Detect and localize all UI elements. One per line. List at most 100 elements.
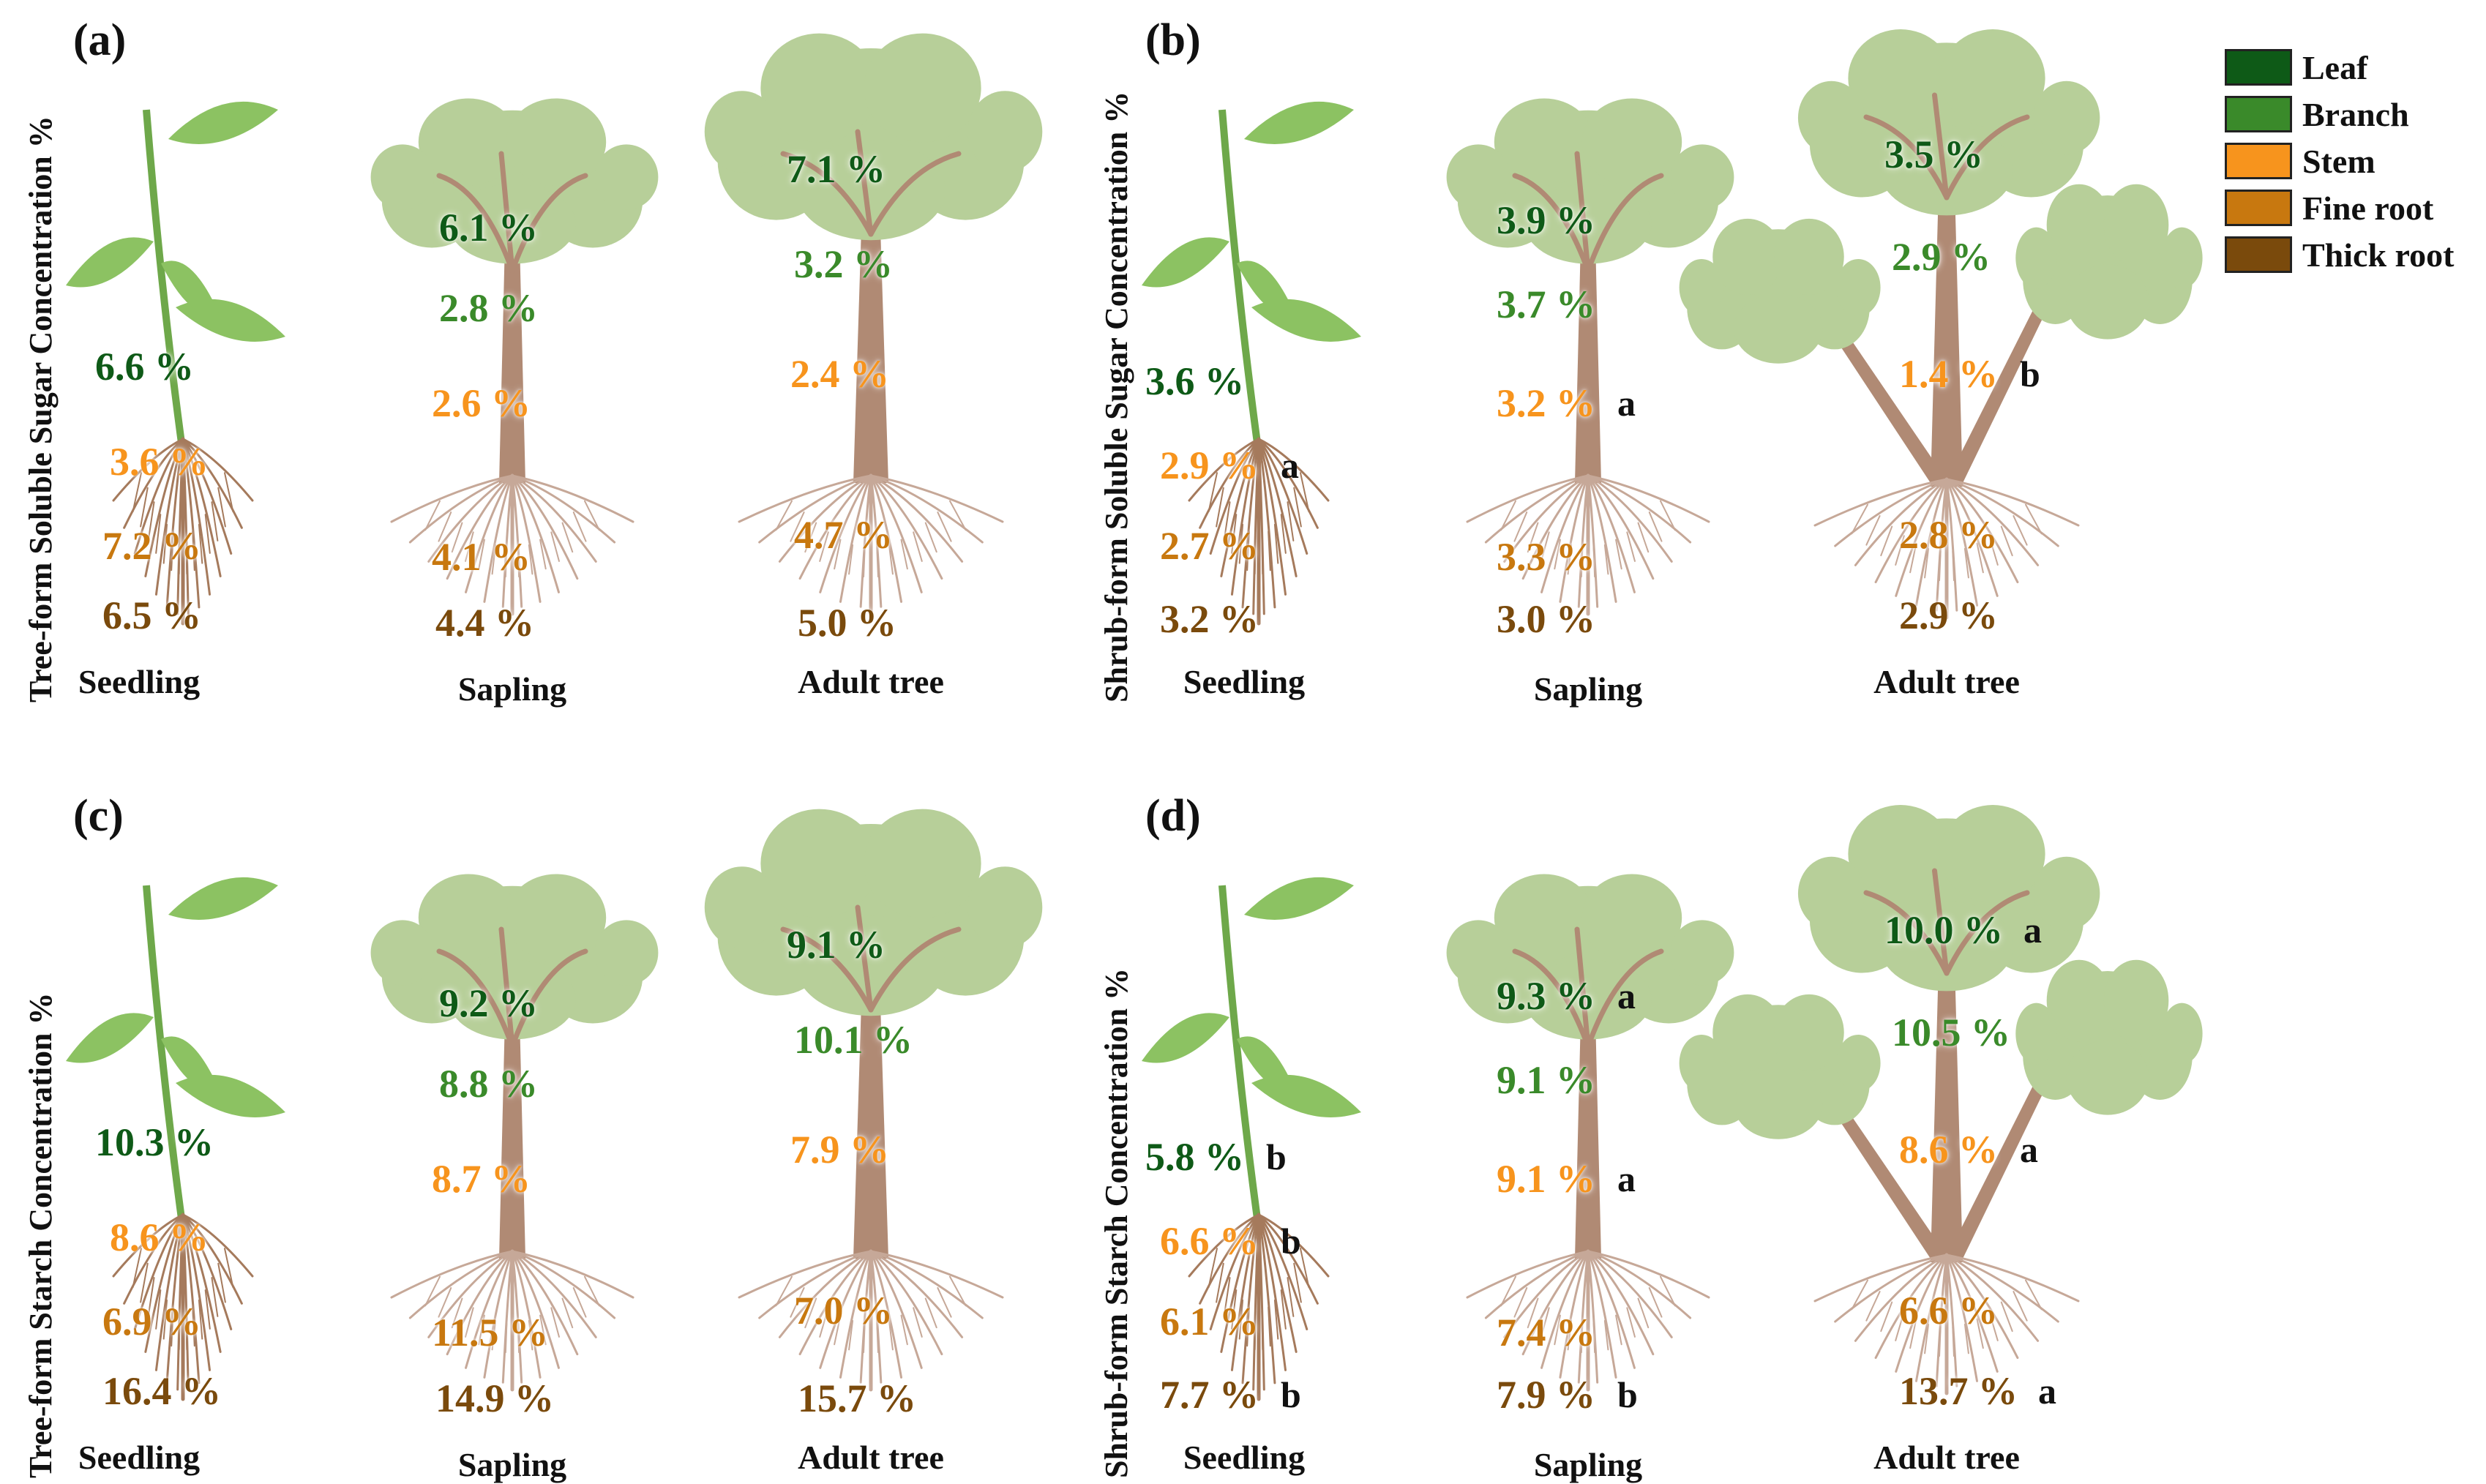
branch-lines: [1863, 868, 2030, 976]
seedling-leaf: [66, 237, 154, 288]
panel-label: (c): [73, 791, 124, 841]
side-canopy-left: [1679, 218, 1881, 364]
stage-label: Seedling: [78, 663, 201, 700]
stage-label: Seedling: [1183, 1439, 1306, 1476]
value-branch: 9.1 %: [1497, 1058, 1595, 1102]
value-thick-root: 2.9 %: [1899, 593, 1998, 637]
value-leaf: 9.3 %: [1497, 974, 1595, 1018]
seedling-leaf: [161, 1036, 220, 1092]
sapling-canopy: [370, 874, 659, 1040]
seedling-stem: [143, 109, 187, 454]
stage-label: Sapling: [1533, 670, 1643, 708]
value-stem: 1.4 %: [1899, 352, 1998, 396]
legend: Leaf Branch Stem Fine root Thick root: [2225, 44, 2454, 278]
value-leaf: 6.1 %: [439, 206, 538, 250]
branch-lines: [780, 904, 962, 1013]
significance-letter: b: [1617, 1374, 1638, 1415]
y-axis-label: Tree-form Starch Concentration %: [23, 992, 59, 1478]
legend-item: Thick root: [2225, 231, 2454, 278]
value-thick-root: 3.0 %: [1497, 597, 1595, 641]
value-stem: 8.6 %: [1899, 1128, 1998, 1172]
branch-lines: [1512, 151, 1664, 274]
significance-letter: b: [1281, 1221, 1301, 1262]
trunk: [1575, 1017, 1601, 1259]
significance-letter: a: [1617, 383, 1636, 424]
value-branch: 3.7 %: [1497, 282, 1595, 326]
root-system: [1813, 1253, 2080, 1395]
trunk: [499, 241, 525, 483]
significance-letter: b: [2020, 353, 2040, 394]
value-fine-root: 2.7 %: [1160, 524, 1259, 568]
value-branch: 8.8 %: [439, 1062, 538, 1106]
adult-canopy: [1797, 29, 2100, 216]
panel-label: (b): [1145, 15, 1201, 65]
root-system: [1188, 1213, 1330, 1401]
value-fine-root: 4.1 %: [432, 535, 531, 579]
y-axis-label: Shrub-form Soluble Sugar Concentration %: [1098, 91, 1134, 702]
seedling-leaf: [1244, 877, 1354, 920]
panel-label: (a): [73, 15, 127, 65]
legend-item: Leaf: [2225, 44, 2454, 91]
root-system: [112, 1213, 254, 1401]
legend-label: Fine root: [2302, 189, 2434, 227]
trunk: [499, 1017, 525, 1259]
legend-swatch: [2225, 236, 2292, 273]
legend-item: Stem: [2225, 138, 2454, 184]
root-system: [390, 1249, 634, 1392]
value-stem: 3.2 %: [1497, 381, 1595, 425]
value-branch: 3.2 %: [794, 242, 893, 286]
panel-label: (d): [1145, 791, 1201, 841]
sapling-canopy: [1446, 98, 1734, 264]
significance-letter: a: [2023, 910, 2042, 951]
root-system: [738, 473, 1004, 616]
stage-label: Adult tree: [798, 663, 944, 700]
value-leaf: 3.6 %: [1145, 359, 1244, 403]
significance-letter: a: [2038, 1371, 2056, 1412]
significance-letter: b: [1281, 1374, 1301, 1415]
value-stem: 8.7 %: [432, 1157, 531, 1201]
value-leaf: 9.2 %: [439, 981, 538, 1025]
value-leaf: 7.1 %: [787, 147, 886, 191]
seedling-leaf: [1237, 261, 1295, 316]
value-thick-root: 5.0 %: [798, 601, 896, 645]
value-stem: 2.6 %: [432, 381, 531, 425]
stage-label: Adult tree: [798, 1439, 944, 1476]
value-thick-root: 14.9 %: [435, 1376, 554, 1420]
trunk: [853, 981, 888, 1259]
value-thick-root: 3.2 %: [1160, 597, 1259, 641]
value-stem: 7.9 %: [790, 1128, 889, 1172]
legend-swatch: [2225, 190, 2292, 226]
stage-label: Sapling: [1533, 1446, 1643, 1483]
adult-canopy: [704, 33, 1043, 241]
value-fine-root: 7.0 %: [794, 1289, 893, 1333]
value-thick-root: 13.7 %: [1899, 1369, 2018, 1413]
significance-letter: a: [1617, 1158, 1636, 1199]
value-leaf: 3.9 %: [1497, 198, 1595, 242]
legend-label: Thick root: [2302, 236, 2455, 274]
panel-a: (a) Tree-form Soluble Sugar Concentration…: [0, 0, 1083, 708]
value-fine-root: 6.1 %: [1160, 1300, 1259, 1344]
significance-letter: a: [1617, 975, 1636, 1016]
significance-letter: b: [1266, 1136, 1287, 1177]
branch-lines: [780, 129, 962, 237]
y-axis-label: Tree-form Soluble Sugar Concentration %: [23, 116, 59, 702]
legend-item: Fine root: [2225, 184, 2454, 231]
value-thick-root: 7.9 %: [1497, 1373, 1595, 1417]
value-fine-root: 11.5 %: [432, 1311, 549, 1354]
stage-label: Sapling: [457, 1446, 567, 1483]
root-system: [1466, 473, 1710, 616]
value-thick-root: 15.7 %: [798, 1376, 916, 1420]
trunk: [1931, 937, 1963, 1262]
seedling-leaf: [1244, 101, 1354, 144]
value-stem: 2.4 %: [790, 352, 889, 396]
seedling-leaf: [161, 261, 220, 316]
significance-letter: a: [1281, 445, 1299, 486]
seedling-leaf: [66, 1013, 154, 1063]
root-system: [112, 437, 254, 626]
value-fine-root: 6.9 %: [102, 1300, 201, 1344]
panel-b: (b) Shrub-form Soluble Sugar Concentratio…: [1076, 0, 2203, 708]
panel-illustration: [1142, 805, 2203, 1401]
value-stem: 3.6 %: [110, 440, 209, 484]
branch-lines: [436, 151, 588, 274]
branch-lines: [1512, 926, 1664, 1049]
